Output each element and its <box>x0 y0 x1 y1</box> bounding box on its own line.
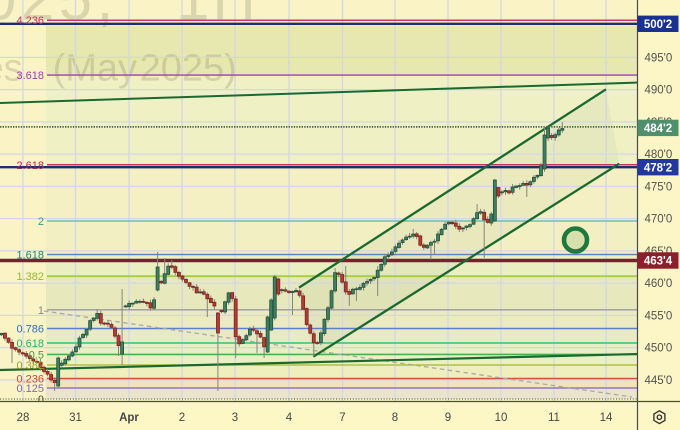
svg-text:025,: 025, <box>0 0 118 33</box>
svg-text:478'2: 478'2 <box>644 162 672 174</box>
svg-text:0: 0 <box>38 394 44 406</box>
svg-text:es: es <box>0 48 23 90</box>
svg-text:3.618: 3.618 <box>16 70 44 82</box>
svg-text:495'0: 495'0 <box>645 52 673 64</box>
svg-text:14: 14 <box>600 412 613 424</box>
svg-text:2025): 2025) <box>140 48 237 90</box>
svg-text:480'0: 480'0 <box>645 149 673 161</box>
svg-text:2: 2 <box>38 216 44 228</box>
svg-text:0.786: 0.786 <box>16 324 44 336</box>
svg-text:463'4: 463'4 <box>644 256 673 268</box>
svg-text:1.382: 1.382 <box>16 271 44 283</box>
svg-text:0.236: 0.236 <box>16 374 44 386</box>
svg-text:2: 2 <box>179 412 185 424</box>
svg-text:1.618: 1.618 <box>16 250 44 262</box>
svg-text:490'0: 490'0 <box>645 85 673 97</box>
svg-text:455'0: 455'0 <box>645 310 673 322</box>
svg-text:8: 8 <box>392 412 398 424</box>
svg-text:445'0: 445'0 <box>645 375 673 387</box>
svg-text:0.5: 0.5 <box>29 349 44 361</box>
svg-text:28: 28 <box>17 412 30 424</box>
svg-text:31: 31 <box>69 412 82 424</box>
svg-text:0.618: 0.618 <box>16 338 44 350</box>
svg-text:470'0: 470'0 <box>645 214 673 226</box>
svg-text:1H: 1H <box>176 0 259 33</box>
svg-text:1: 1 <box>38 305 44 317</box>
svg-text:2.618: 2.618 <box>16 160 44 172</box>
svg-text:475'0: 475'0 <box>645 181 673 193</box>
svg-text:7: 7 <box>339 412 345 424</box>
svg-text:Apr: Apr <box>119 412 139 424</box>
svg-text:0.382: 0.382 <box>16 360 44 372</box>
svg-text:11: 11 <box>548 412 560 424</box>
svg-text:9: 9 <box>445 412 451 424</box>
svg-text:4: 4 <box>286 412 293 424</box>
svg-text:450'0: 450'0 <box>645 343 673 355</box>
svg-text:460'0: 460'0 <box>645 278 673 290</box>
svg-text:500'2: 500'2 <box>644 19 672 31</box>
svg-text:(May: (May <box>53 48 137 90</box>
svg-text:3: 3 <box>232 412 238 424</box>
svg-text:10: 10 <box>495 412 508 424</box>
svg-text:4.236: 4.236 <box>16 15 44 27</box>
svg-text:0.125: 0.125 <box>16 383 44 395</box>
svg-text:484'2: 484'2 <box>644 123 672 135</box>
